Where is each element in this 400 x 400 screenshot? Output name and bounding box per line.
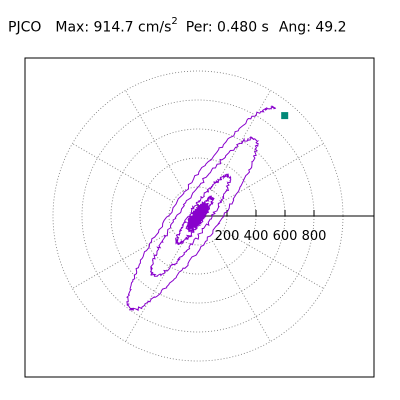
grid-spoke xyxy=(72,143,174,202)
grid-spoke xyxy=(72,230,174,289)
tick-label: 400 xyxy=(244,229,269,244)
peak-marker xyxy=(281,112,289,120)
chart-title: PJCO Max: 914.7 cm/s2 Per: 0.480 s Ang: 49.… xyxy=(8,16,347,36)
grid-spoke xyxy=(222,143,324,202)
grid-spoke xyxy=(125,90,184,192)
max-unit: cm/s xyxy=(138,19,172,36)
period-value: 0.480 s xyxy=(217,19,269,36)
tick-label: 800 xyxy=(302,229,327,244)
angle-label: Ang: xyxy=(278,19,311,36)
grid-spoke xyxy=(212,240,271,342)
tick-label: 600 xyxy=(273,229,298,244)
max-unit-exponent: 2 xyxy=(171,16,178,27)
orbit-trace xyxy=(126,105,277,312)
angle-value: 49.2 xyxy=(315,19,347,36)
tick-label: 200 xyxy=(215,229,240,244)
grid-spoke xyxy=(125,240,184,342)
station-code: PJCO xyxy=(8,19,42,36)
grid-spoke xyxy=(222,230,324,289)
max-label: Max: xyxy=(55,19,90,36)
max-value: 914.7 xyxy=(93,19,134,36)
grid-spoke xyxy=(212,90,271,192)
period-label: Per: xyxy=(185,19,213,36)
radial-ticks: 200 400 600 800 xyxy=(215,210,327,244)
plot-frame xyxy=(24,57,375,378)
